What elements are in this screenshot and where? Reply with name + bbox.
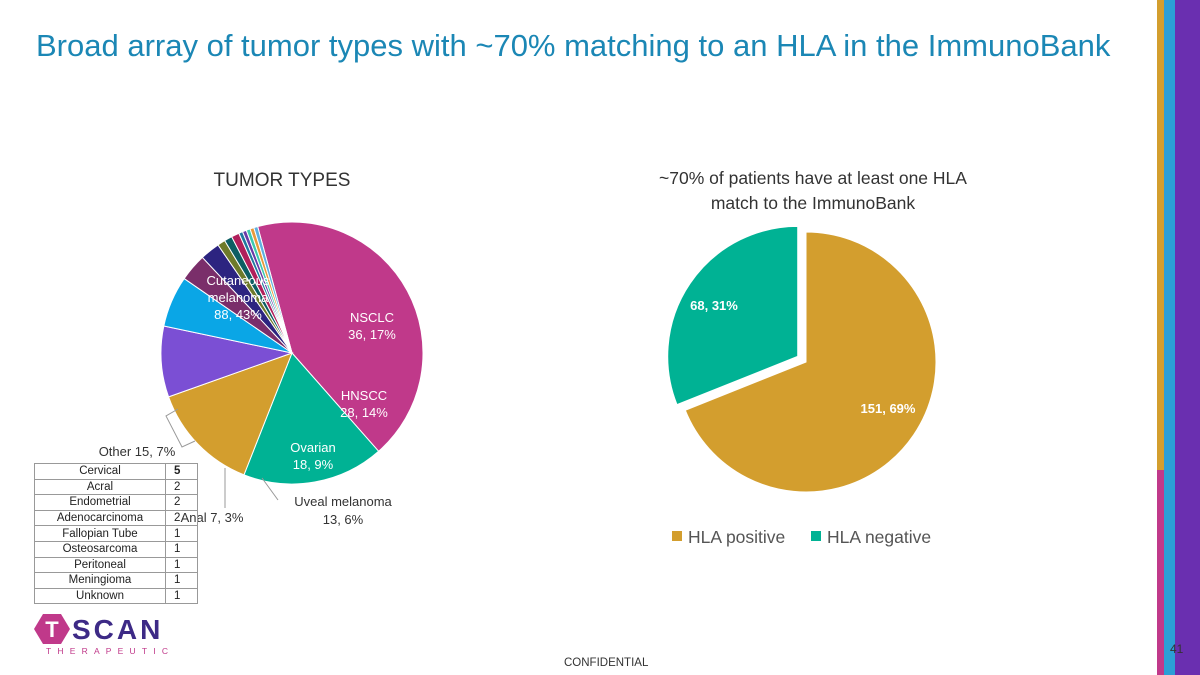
data-label-ovarian: Ovarian — [290, 440, 336, 455]
data-label-hla-positive: 151, 69% — [861, 401, 916, 416]
border-stripe — [1164, 0, 1175, 675]
right-border-stripes — [1157, 0, 1200, 675]
hla-chart-title: match to the ImmunoBank — [711, 193, 916, 213]
table-row: Osteosarcoma 1 — [34, 540, 198, 558]
data-label-nsclc: 36, 17% — [348, 327, 396, 342]
border-stripe — [1157, 0, 1164, 675]
data-label-other: Other 15, 7% — [99, 444, 176, 459]
table-cell-name: Peritoneal — [34, 556, 166, 574]
table-row: Acral 2 — [34, 478, 198, 496]
data-label-ovarian: 18, 9% — [293, 457, 334, 472]
pie-slice-cutaneous-melanoma — [257, 221, 424, 452]
logo-wordmark: SCAN — [72, 614, 163, 645]
legend-swatch-hla-positive — [672, 531, 682, 541]
logo-subtext: THERAPEUTICS — [46, 646, 174, 656]
legend-label-hla-negative: HLA negative — [827, 527, 931, 547]
table-cell-count: 1 — [165, 540, 198, 558]
data-label-cutaneous-melanoma: 88, 43% — [214, 307, 262, 322]
table-cell-count: 2 — [165, 509, 198, 527]
table-cell-name: Unknown — [34, 587, 166, 605]
table-row: Adenocarcinoma 2 — [34, 509, 198, 527]
table-cell-count: 2 — [165, 478, 198, 496]
tumor-types-title: TUMOR TYPES — [214, 170, 351, 191]
table-cell-name: Acral — [34, 478, 166, 496]
table-cell-count: 2 — [165, 494, 198, 511]
pie-slice-nsclc — [243, 352, 380, 485]
table-cell-name: Endometrial — [34, 494, 166, 511]
table-cell-count: 1 — [165, 587, 198, 605]
charts-canvas: TUMOR TYPES Cutaneous melanoma 88, 43% NSCLC… — [99, 168, 968, 547]
data-label-uveal-melanoma: Uveal melanoma — [294, 494, 392, 509]
table-row: Peritoneal 1 — [34, 556, 198, 574]
legend-swatch-hla-negative — [811, 531, 821, 541]
pie-slice-hla-negative — [667, 225, 799, 406]
data-label-nsclc: NSCLC — [350, 310, 394, 325]
table-row: Cervical 5 — [34, 463, 198, 480]
table-cell-name: Meningioma — [34, 572, 166, 589]
border-stripe — [1175, 0, 1200, 675]
data-label-cutaneous-melanoma: Cutaneous — [207, 273, 270, 288]
table-row: Fallopian Tube 1 — [34, 525, 198, 542]
leader-line-uveal — [261, 477, 279, 501]
page-number: 41 — [1170, 642, 1184, 656]
table-row: Meningioma 1 — [34, 572, 198, 589]
table-cell-name: Cervical — [34, 463, 166, 480]
data-label-cutaneous-melanoma: melanoma — [208, 290, 269, 305]
table-row: Endometrial 2 — [34, 494, 198, 511]
pie-slice-unknown — [253, 225, 293, 354]
logo-graphic: T SCAN THERAPEUTICS — [34, 614, 180, 656]
data-label-hnscc: HNSCC — [341, 388, 387, 403]
data-label-hnscc: 28, 14% — [340, 405, 388, 420]
border-stripe — [1157, 470, 1164, 675]
data-label-hla-negative: 68, 31% — [690, 298, 738, 313]
legend-label-hla-positive: HLA positive — [688, 527, 785, 547]
hla-chart-title: ~70% of patients have at least one HLA — [659, 168, 967, 188]
data-label-uveal-melanoma: 13, 6% — [323, 512, 364, 527]
pie-slice-hnscc — [167, 352, 293, 476]
table-cell-count: 1 — [165, 572, 198, 589]
table-cell-name: Adenocarcinoma — [34, 509, 166, 527]
table-cell-count: 1 — [165, 525, 198, 542]
logo-letter-t: T — [45, 617, 59, 642]
other-breakdown-table: Cervical 5 Acral 2 Endometrial 2 Adenocarcinom… — [34, 463, 198, 605]
pie-slice-hla-positive — [684, 231, 937, 493]
table-cell-name: Fallopian Tube — [34, 525, 166, 542]
table-cell-count: 5 — [165, 463, 198, 480]
confidential-footer: CONFIDENTIAL — [564, 657, 649, 669]
other-group-bracket — [165, 408, 196, 448]
table-row: Unknown 1 — [34, 587, 198, 605]
slide-title: Broad array of tumor types with ~70% mat… — [36, 28, 1111, 63]
logo-hexagon — [34, 614, 70, 644]
table-cell-count: 1 — [165, 556, 198, 574]
table-cell-name: Osteosarcoma — [34, 540, 166, 558]
tscan-logo: T SCAN THERAPEUTICS — [34, 612, 180, 665]
